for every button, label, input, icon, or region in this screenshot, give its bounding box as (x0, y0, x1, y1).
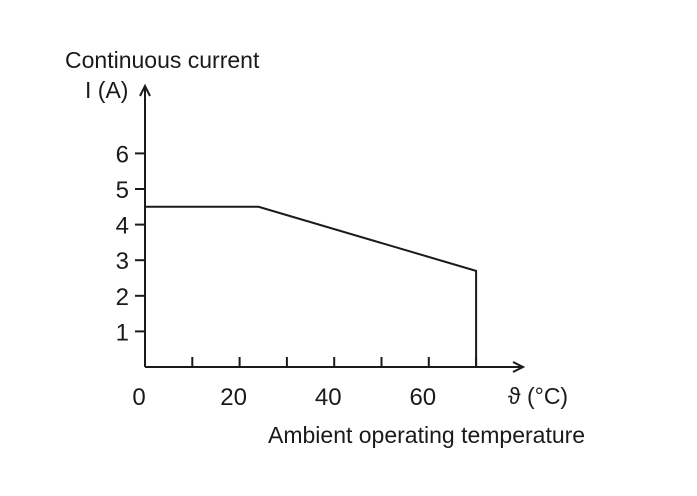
tick-labels-layer: 0 20 40 60 1 2 3 4 5 6 (116, 141, 437, 411)
y-axis-arrow (139, 83, 151, 97)
x-tick-label-40: 40 (315, 384, 342, 411)
y-tick-label-5: 5 (116, 177, 129, 204)
x-tick-label-60: 60 (409, 384, 436, 411)
y-tick-label-1: 1 (116, 319, 129, 346)
ticks-layer (135, 152, 478, 367)
x-tick-label-20: 20 (220, 384, 247, 411)
series-layer (145, 205, 478, 367)
x-axis-title: Ambient operating temperature (268, 422, 585, 448)
y-axis-label: I (A) (85, 77, 128, 103)
y-tick-label-2: 2 (116, 284, 129, 311)
y-tick-label-3: 3 (116, 248, 129, 275)
y-axis-title: Continuous current (65, 47, 260, 73)
x-axis-arrow (512, 361, 526, 373)
derating-curve (145, 205, 478, 367)
x-axis-unit-label: ϑ (°C) (508, 383, 568, 409)
y-tick-label-6: 6 (116, 141, 129, 168)
y-tick-label-4: 4 (116, 213, 129, 240)
x-tick-label-0: 0 (132, 384, 145, 411)
